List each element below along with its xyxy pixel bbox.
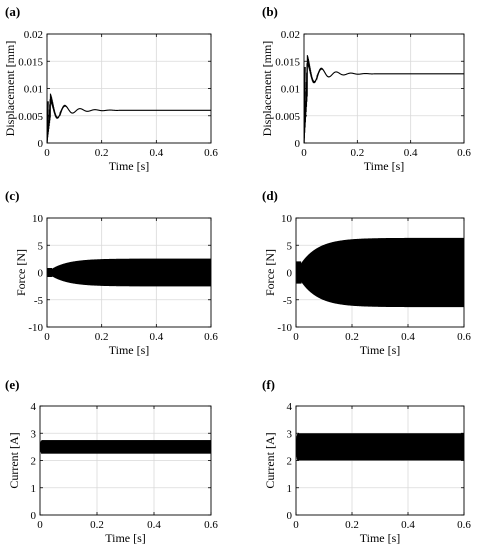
series-start	[296, 261, 302, 284]
y-tick-label: 0.015	[18, 56, 43, 68]
y-axis-label: Current [A]	[7, 432, 21, 488]
x-tick-label: 0.4	[401, 519, 415, 531]
x-tick-label: 0	[293, 519, 299, 531]
x-axis-label: Time [s]	[364, 159, 405, 173]
x-tick-label: 0.6	[457, 519, 471, 531]
panel-label: (a)	[5, 4, 20, 19]
y-tick-label: 5	[38, 240, 44, 252]
y-tick-label: -10	[277, 322, 292, 334]
x-tick-label: 0.6	[457, 147, 471, 159]
panel-label: (c)	[5, 188, 19, 203]
x-tick-label: 0.2	[90, 519, 104, 531]
chart-panel-2: (b) 0 0.2 0.4 0.6 0 0.005 0.01 0.015 0.02 Time [s]…	[260, 4, 471, 173]
y-tick-label: 0	[31, 510, 37, 522]
y-tick-label: 10	[281, 213, 293, 225]
data-series	[304, 55, 464, 143]
series-line	[304, 55, 464, 143]
x-tick-label: 0.4	[147, 519, 161, 531]
x-tick-label: 0	[301, 147, 307, 159]
chart-panel-1: (a) 0 0.2 0.4 0.6 0 0.005 0.01 0.015 0.02 Time [s]…	[3, 4, 218, 173]
y-axis-label: Displacement [mm]	[260, 41, 274, 137]
x-tick-label: 0.2	[95, 147, 109, 159]
x-tick-label: 0.4	[404, 147, 418, 159]
x-axis-label: Time [s]	[109, 343, 150, 357]
panel-label: (e)	[5, 377, 19, 392]
y-tick-label: 0	[38, 138, 44, 150]
y-tick-label: 0.01	[24, 84, 43, 96]
x-tick-label: 0.2	[345, 331, 359, 343]
y-axis-label: Displacement [mm]	[3, 41, 17, 137]
x-tick-label: 0.2	[350, 147, 364, 159]
data-series	[47, 93, 211, 143]
y-tick-label: 5	[287, 240, 293, 252]
series-line	[47, 93, 211, 143]
y-tick-label: 0	[287, 510, 293, 522]
y-tick-label: 0.01	[281, 84, 300, 96]
series-band	[41, 440, 211, 454]
panel-label: (d)	[262, 188, 278, 203]
x-tick-label: 0	[44, 147, 50, 159]
y-tick-label: 0	[38, 268, 44, 280]
x-tick-label: 0.4	[149, 331, 163, 343]
x-axis-label: Time [s]	[360, 531, 401, 545]
y-tick-label: 3	[31, 428, 37, 440]
x-tick-label: 0	[293, 331, 299, 343]
data-series	[296, 237, 464, 308]
y-tick-label: -10	[28, 322, 43, 334]
series-envelope	[47, 258, 211, 287]
y-tick-label: 0.005	[18, 111, 43, 123]
x-tick-label: 0.6	[204, 331, 218, 343]
series-envelope	[296, 237, 464, 308]
y-tick-label: 10	[32, 213, 44, 225]
x-tick-label: 0.6	[457, 331, 471, 343]
y-tick-label: 4	[287, 401, 293, 413]
data-series	[47, 258, 211, 287]
y-tick-label: 0.02	[281, 29, 300, 41]
chart-panel-3: (c) 0 0.2 0.4 0.6 -10 -5 0 5 10 Time [s] Force [N]	[5, 188, 218, 357]
chart-panel-5: (e) 0 0.2 0.4 0.6 0 1 2 3 4 Time [s] Current [A]	[5, 377, 218, 545]
x-axis-label: Time [s]	[105, 531, 146, 545]
x-tick-label: 0.6	[204, 147, 218, 159]
data-series	[40, 440, 211, 454]
x-tick-label: 0.4	[401, 331, 415, 343]
y-axis-label: Force [N]	[14, 249, 28, 296]
chart-panel-4: (d) 0 0.2 0.4 0.6 -10 -5 0 5 10 Time [s] Force [N]	[262, 188, 471, 357]
x-tick-label: 0.6	[204, 519, 218, 531]
panel-label: (b)	[262, 4, 278, 19]
x-axis-label: Time [s]	[109, 159, 150, 173]
y-tick-label: 2	[31, 456, 37, 468]
y-tick-label: 0.02	[24, 29, 43, 41]
y-tick-label: 1	[287, 483, 293, 495]
x-tick-label: 0.2	[95, 331, 109, 343]
x-tick-label: 0	[37, 519, 43, 531]
y-tick-label: 0.015	[275, 56, 300, 68]
chart-panel-6: (f) 0 0.2 0.4 0.6 0 1 2 3 4 Time [s] Current [A]	[262, 377, 471, 545]
x-tick-label: 0	[44, 331, 50, 343]
x-tick-label: 0.4	[149, 147, 163, 159]
y-tick-label: 0.005	[275, 111, 300, 123]
y-tick-label: -5	[283, 295, 293, 307]
y-axis-label: Current [A]	[263, 432, 277, 488]
y-tick-label: -5	[34, 295, 44, 307]
series-start	[47, 268, 53, 277]
panel-label: (f)	[262, 377, 275, 392]
y-axis-label: Force [N]	[263, 249, 277, 296]
y-tick-label: 0	[295, 138, 301, 150]
y-tick-label: 0	[287, 268, 293, 280]
x-axis-label: Time [s]	[360, 343, 401, 357]
series-band	[297, 433, 464, 461]
y-tick-label: 3	[287, 428, 293, 440]
y-tick-label: 2	[287, 456, 293, 468]
y-tick-label: 4	[31, 401, 37, 413]
data-series	[296, 433, 464, 461]
x-tick-label: 0.2	[345, 519, 359, 531]
y-tick-label: 1	[31, 483, 37, 495]
